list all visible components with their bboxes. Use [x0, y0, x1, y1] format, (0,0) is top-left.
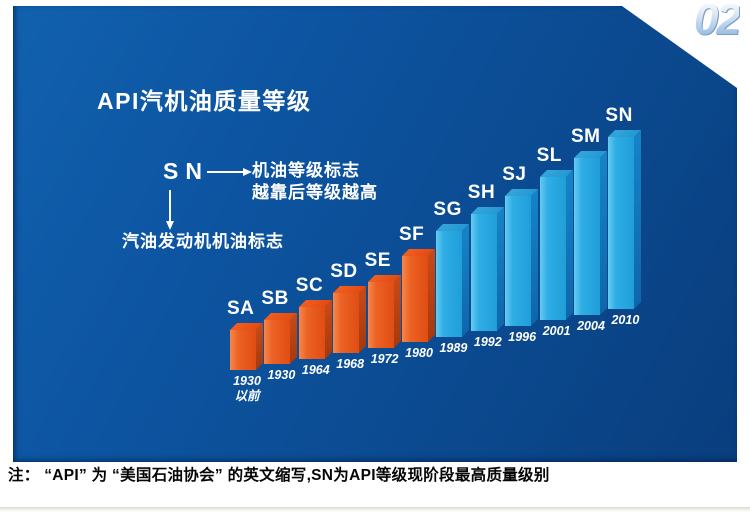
grade-mark-line2: 越靠后等级越高 [252, 183, 378, 202]
grade-mark-line1: 机油等级标志 [252, 161, 360, 180]
engine-oil-mark-label: 汽油发动机机油标志 [122, 232, 284, 251]
footnote: 注： “API” 为 “美国石油协会” 的英文缩写,SN为API等级现阶段最高质… [8, 467, 550, 484]
page-number-badge: 02 [694, 0, 741, 44]
blue-panel: API汽机油质量等级 SN 机油等级标志 越靠后等级越高 汽油发动机机油标志 [13, 6, 737, 462]
arrow-down-icon [166, 190, 174, 230]
page-bottom-divider [0, 507, 750, 512]
grade-mark-explanation: 机油等级标志 越靠后等级越高 [252, 160, 378, 204]
arrow-right-icon [207, 168, 252, 176]
grade-example-label: SN [163, 158, 209, 184]
page-title: API汽机油质量等级 [97, 88, 312, 114]
